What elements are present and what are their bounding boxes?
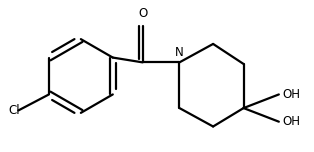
Text: O: O: [138, 7, 147, 20]
Text: N: N: [175, 46, 184, 59]
Text: Cl: Cl: [9, 104, 20, 117]
Text: OH: OH: [282, 88, 300, 101]
Text: OH: OH: [282, 115, 300, 128]
